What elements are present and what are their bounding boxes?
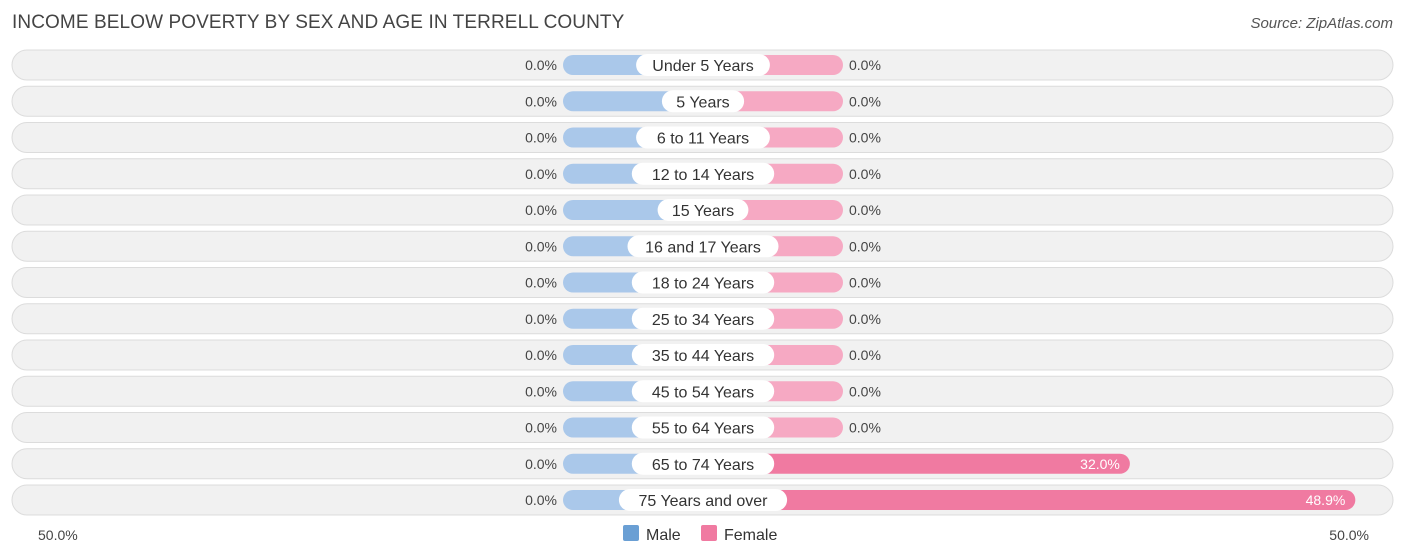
female-value-label: 0.0% [849,383,881,399]
legend-label-male: Male [646,527,681,544]
category-label: 25 to 34 Years [631,307,775,330]
category-pill [631,452,775,475]
female-value-label: 0.0% [849,93,881,109]
category-label: 6 to 11 Years [636,126,770,149]
chart-title: INCOME BELOW POVERTY BY SEX AND AGE IN T… [12,12,625,33]
female-value-label: 0.0% [849,57,881,73]
category-text: 65 to 74 Years [652,457,754,474]
male-value-label: 0.0% [525,166,557,182]
category-text: 75 Years and over [639,493,769,510]
category-text: 12 to 14 Years [652,167,754,184]
category-pill [631,344,775,366]
male-value-label: 0.0% [525,57,557,73]
axis-label-left: 50.0% [38,527,78,543]
chart-row: 0.0% 0.0% 25 to 34 Years [11,303,1394,335]
category-pill [631,162,775,185]
female-value-label: 0.0% [849,420,881,436]
female-value-label: 0.0% [849,347,881,363]
chart-row: 0.0% 0.0% 18 to 24 Years [11,267,1394,298]
legend-swatch-female [701,525,717,541]
female-value-label: 0.0% [849,311,881,327]
axis-label-right: 50.0% [1329,527,1369,543]
category-text: 35 to 44 Years [652,348,754,365]
category-label: Under 5 Years [636,54,770,76]
category-pill [618,489,788,511]
category-pill [631,416,775,439]
male-value-label: 0.0% [525,456,557,472]
chart-row: 0.0% 0.0% 16 and 17 Years [11,230,1394,262]
source-note: Source: ZipAtlas.com [1250,15,1393,32]
category-label: 18 to 24 Years [631,271,775,294]
female-value-label: 0.0% [849,166,881,182]
category-text: 16 and 17 Years [645,239,761,256]
legend: Male Female [623,525,777,544]
female-value-label: 0.0% [849,130,881,146]
female-value-label: 0.0% [849,238,881,254]
category-pill [636,126,770,149]
category-label: 5 Years [661,90,745,113]
female-value-label: 32.0% [1080,456,1120,472]
male-value-label: 0.0% [525,238,557,254]
chart-row: 0.0% 0.0% Under 5 Years [11,49,1394,81]
legend-swatch-male [623,525,639,541]
male-value-label: 0.0% [525,383,557,399]
category-pill [631,380,775,403]
category-text: Under 5 Years [652,58,753,75]
category-pill [631,307,775,330]
category-text: 15 Years [672,203,734,220]
category-pill [631,271,775,294]
category-label: 75 Years and over [618,489,788,511]
category-label: 15 Years [657,199,749,221]
male-value-label: 0.0% [525,347,557,363]
category-pill [661,90,745,113]
category-label: 55 to 64 Years [631,416,775,439]
chart-row: 0.0% 32.0% 65 to 74 Years [11,448,1394,480]
category-label: 65 to 74 Years [631,452,775,475]
female-bar [703,490,1356,510]
category-pill [657,199,749,221]
female-bar [703,453,1130,474]
category-label: 12 to 14 Years [631,162,775,185]
category-text: 5 Years [676,94,729,111]
chart-row: 0.0% 48.9% 75 Years and over [11,484,1394,516]
female-value-label: 0.0% [849,275,881,291]
male-value-label: 0.0% [525,202,557,218]
category-text: 18 to 24 Years [652,276,754,293]
male-value-label: 0.0% [525,93,557,109]
male-value-label: 0.0% [525,275,557,291]
chart-row: 0.0% 0.0% 5 Years [11,85,1394,117]
category-label: 45 to 54 Years [631,380,775,403]
category-label: 35 to 44 Years [631,344,775,366]
category-text: 45 to 54 Years [652,384,754,401]
legend-label-female: Female [724,527,777,544]
category-pill [636,54,770,76]
chart-row: 0.0% 0.0% 12 to 14 Years [11,158,1394,190]
female-value-label: 48.9% [1306,492,1346,508]
male-value-label: 0.0% [525,130,557,146]
category-text: 25 to 34 Years [652,312,754,329]
male-value-label: 0.0% [525,420,557,436]
chart-row: 0.0% 0.0% 15 Years [11,194,1394,226]
chart-row: 0.0% 0.0% 55 to 64 Years [11,412,1394,443]
chart-row: 0.0% 0.0% 6 to 11 Years [11,122,1394,153]
category-label: 16 and 17 Years [627,235,779,258]
male-value-label: 0.0% [525,311,557,327]
category-pill [627,235,779,258]
female-value-label: 0.0% [849,202,881,218]
chart-row: 0.0% 0.0% 45 to 54 Years [11,375,1394,407]
male-value-label: 0.0% [525,492,557,508]
category-text: 6 to 11 Years [657,131,749,148]
category-text: 55 to 64 Years [652,421,754,438]
chart-row: 0.0% 0.0% 35 to 44 Years [11,339,1394,371]
